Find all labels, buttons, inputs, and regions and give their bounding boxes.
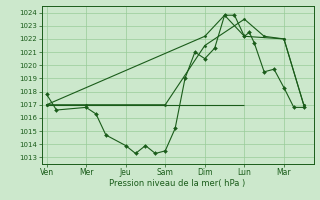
X-axis label: Pression niveau de la mer( hPa ): Pression niveau de la mer( hPa ) bbox=[109, 179, 246, 188]
